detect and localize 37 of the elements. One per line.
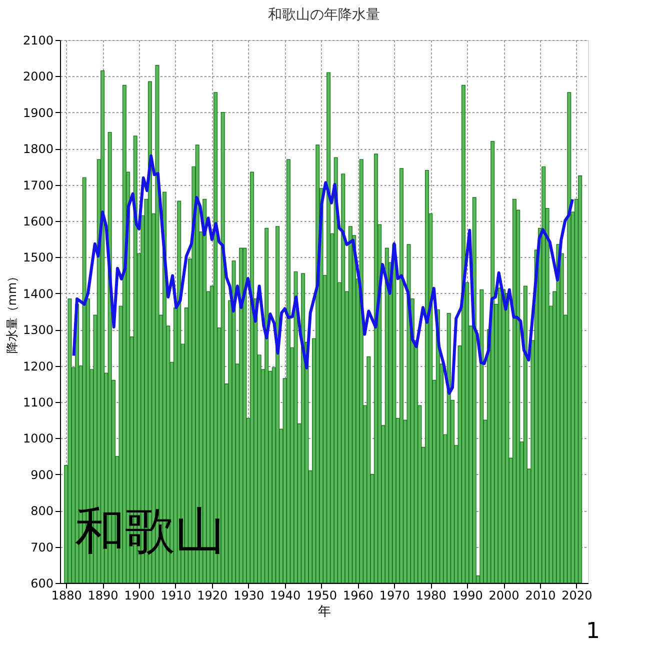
- x-tick-label: 1890: [88, 588, 118, 602]
- x-tick-label: 2010: [525, 588, 556, 602]
- y-tick-label: 600: [30, 576, 54, 590]
- x-tick-label: 1950: [306, 588, 338, 602]
- x-tick-label: 1920: [197, 588, 228, 602]
- y-axis-title: 降水量（mm）: [4, 270, 19, 354]
- y-tick-label: 700: [30, 540, 54, 554]
- x-tick-label: 1910: [160, 588, 192, 602]
- text: 1: [586, 619, 600, 644]
- y-tick-label: 1600: [22, 214, 54, 228]
- y-tick-label: 1100: [22, 396, 54, 410]
- x-tick-label: 1880: [51, 588, 82, 602]
- x-tick-label: 2020: [562, 588, 592, 602]
- x-tick-label: 1900: [124, 588, 155, 602]
- y-tick-label: 1400: [22, 286, 54, 301]
- x-tick-label: 1970: [379, 588, 410, 602]
- y-tick-label: 1300: [22, 323, 54, 338]
- x-tick-label: 2000: [488, 588, 520, 602]
- y-tick-label: 1700: [22, 178, 54, 192]
- y-tick-label: 1000: [22, 432, 54, 446]
- y-tick-label: 800: [30, 504, 54, 518]
- x-tick-label: 1980: [416, 588, 446, 602]
- y-tick-label: 2000: [22, 70, 54, 84]
- y-tick-label: 1900: [22, 106, 54, 120]
- annotation: 和歌山: [75, 502, 225, 560]
- y-tick-label: 1500: [22, 250, 54, 265]
- y-tick-label: 2100: [22, 34, 54, 48]
- line-series: [72, 154, 574, 395]
- y-tick-label: 900: [30, 468, 54, 482]
- y-tick-label: 1200: [22, 359, 54, 374]
- chart-title: 和歌山の年降水量: [268, 7, 380, 23]
- x-tick-label: 1940: [270, 588, 301, 602]
- y-tick-label: 1800: [22, 142, 54, 156]
- x-tick-label: 1990: [452, 588, 483, 602]
- x-tick-label: 1960: [342, 588, 374, 602]
- x-axis-title: 年: [318, 604, 331, 620]
- x-tick-label: 1930: [234, 588, 264, 602]
